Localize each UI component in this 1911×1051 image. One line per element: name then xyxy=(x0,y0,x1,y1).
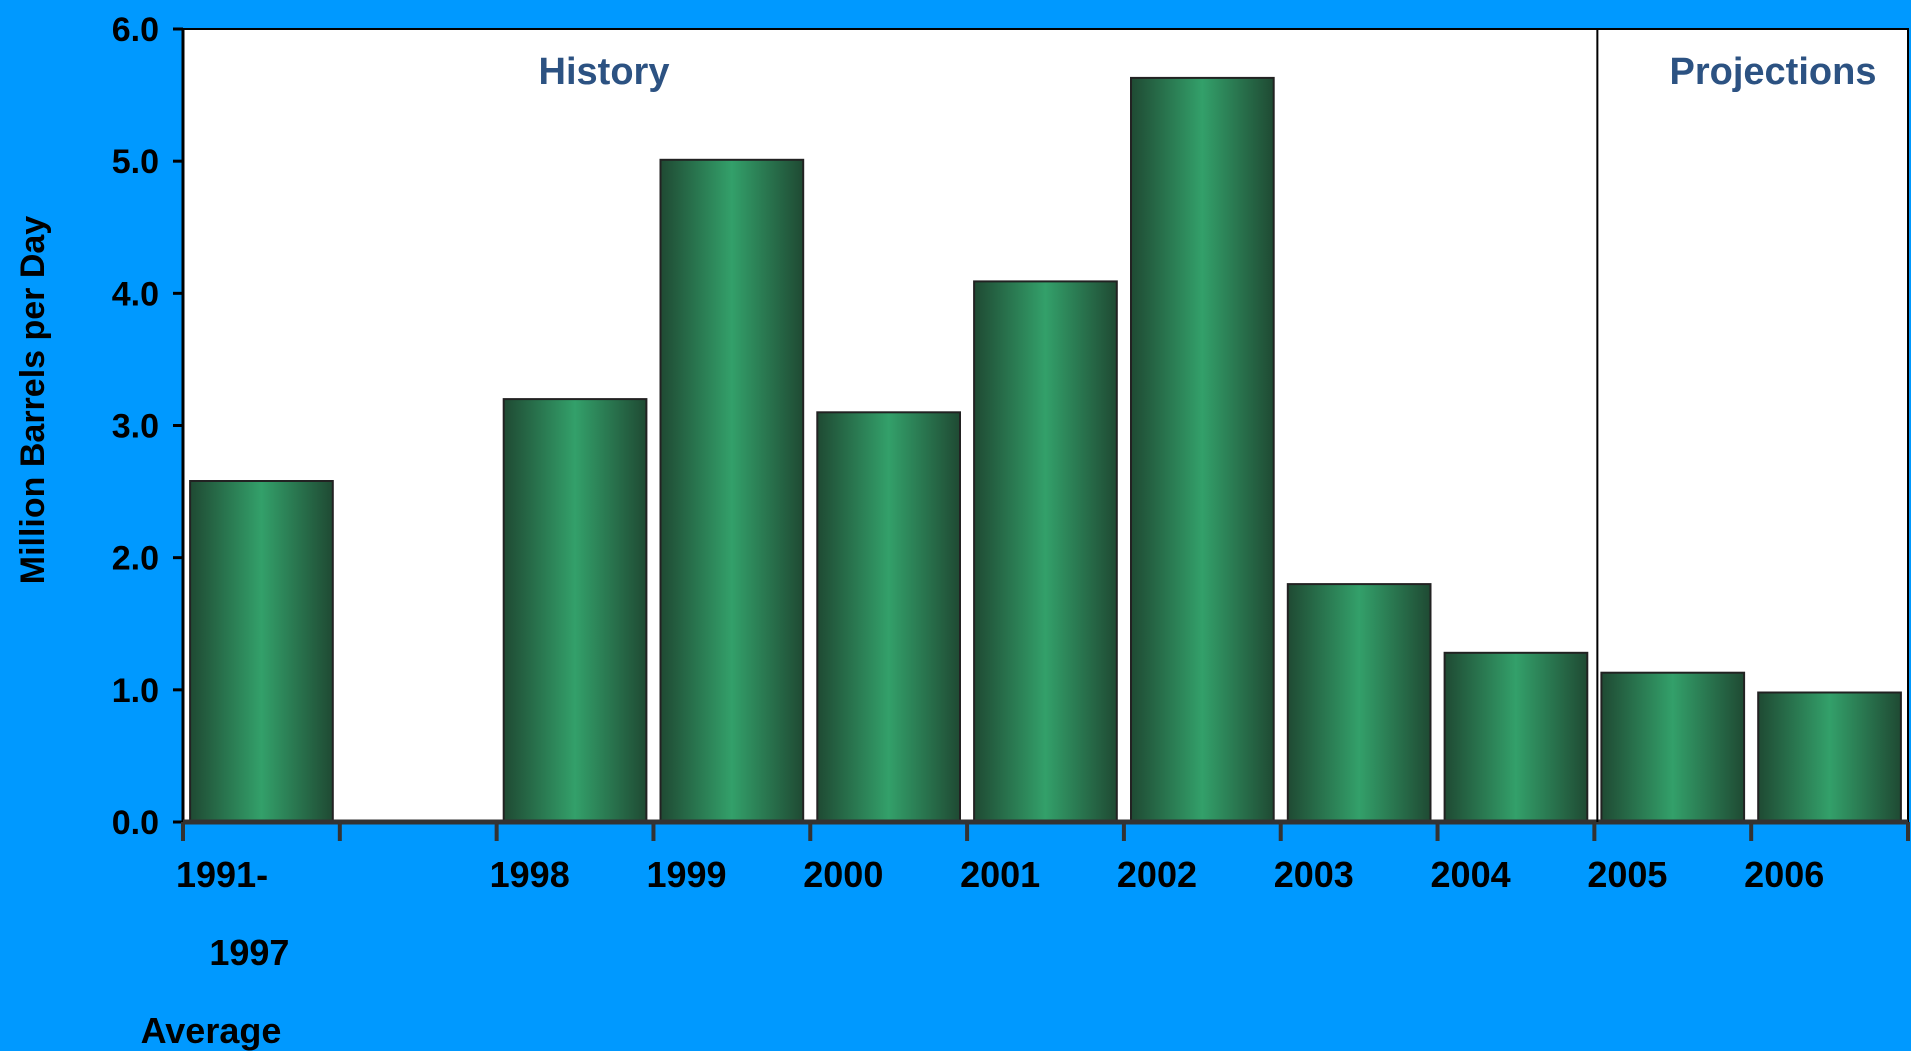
bar xyxy=(1130,76,1275,823)
x-tick-label: 2001 xyxy=(960,854,1040,895)
x-tick-label: 2006 xyxy=(1744,854,1824,895)
y-tick-label: 4.0 xyxy=(112,275,159,313)
region-label-history: History xyxy=(539,51,670,93)
region-label-projections: Projections xyxy=(1670,51,1877,93)
bar xyxy=(1443,651,1589,823)
y-tick-label: 3.0 xyxy=(112,408,159,446)
bar xyxy=(189,480,334,823)
bar xyxy=(659,158,805,824)
x-tick-label: 1991- xyxy=(176,854,268,895)
y-tick-label: 1.0 xyxy=(112,672,159,710)
bar xyxy=(816,411,961,823)
bar xyxy=(502,398,648,823)
x-tick-label: 2002 xyxy=(1117,854,1197,895)
x-tick-label: 2000 xyxy=(803,854,883,895)
bar xyxy=(1600,671,1746,824)
x-tick-label: 2003 xyxy=(1274,854,1354,895)
y-tick-label: 5.0 xyxy=(112,143,159,181)
x-tick-label: 1997 xyxy=(209,932,289,973)
x-tick-label: 1998 xyxy=(490,854,570,895)
y-tick-label: 2.0 xyxy=(112,540,159,578)
x-tick-label: 1999 xyxy=(646,854,726,895)
bar xyxy=(973,280,1118,823)
x-tick-label: Average xyxy=(141,1010,282,1051)
x-tick-label: 2005 xyxy=(1587,854,1667,895)
bar xyxy=(1286,583,1432,823)
y-axis-title: Million Barrels per Day xyxy=(14,216,52,585)
bar xyxy=(1757,691,1902,823)
y-tick-label: 0.0 xyxy=(112,804,159,842)
x-tick-label: 2004 xyxy=(1431,854,1511,895)
y-tick-label: 6.0 xyxy=(112,11,159,49)
